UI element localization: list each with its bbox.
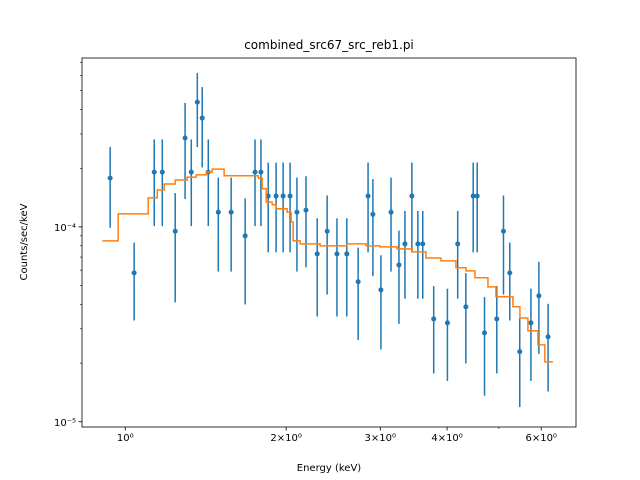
data-point bbox=[455, 241, 461, 247]
data-point bbox=[334, 251, 340, 257]
y-axis-label: Counts/sec/keV bbox=[19, 203, 30, 280]
data-point bbox=[370, 211, 376, 217]
data-point bbox=[294, 209, 300, 215]
data-point bbox=[280, 193, 286, 199]
x-tick-label: 3×10⁰ bbox=[365, 433, 396, 444]
data-point bbox=[159, 169, 165, 175]
data-point bbox=[415, 241, 421, 247]
y-tick-label: 10⁻⁴ bbox=[54, 223, 76, 234]
data-point bbox=[378, 287, 384, 293]
data-point bbox=[242, 233, 248, 239]
data-point bbox=[355, 279, 361, 285]
data-point bbox=[273, 193, 279, 199]
data-point bbox=[402, 241, 408, 247]
data-point bbox=[287, 193, 293, 199]
data-point bbox=[388, 209, 394, 215]
model-line bbox=[102, 168, 553, 363]
data-point bbox=[420, 241, 426, 247]
data-point bbox=[194, 99, 200, 105]
axes-frame bbox=[81, 57, 577, 428]
data-point bbox=[324, 228, 330, 234]
data-point bbox=[517, 349, 523, 355]
data-point bbox=[536, 293, 542, 299]
data-point bbox=[500, 228, 506, 234]
x-axis-label: Energy (keV) bbox=[297, 463, 362, 474]
data-point bbox=[365, 193, 371, 199]
data-point bbox=[252, 169, 258, 175]
data-point bbox=[303, 207, 309, 213]
data-point bbox=[107, 175, 113, 181]
data-point bbox=[258, 169, 264, 175]
data-point bbox=[182, 135, 188, 141]
data-point bbox=[172, 228, 178, 234]
x-tick-label: 4×10⁰ bbox=[431, 433, 462, 444]
x-tick-label: 6×10⁰ bbox=[525, 433, 556, 444]
data-point bbox=[228, 209, 234, 215]
data-point bbox=[265, 193, 271, 199]
data-point bbox=[507, 270, 513, 276]
data-point bbox=[470, 193, 476, 199]
data-point bbox=[199, 115, 205, 121]
data-point bbox=[344, 251, 350, 257]
plot-area bbox=[102, 72, 553, 408]
data-point bbox=[215, 209, 221, 215]
data-point bbox=[494, 316, 500, 322]
data-point bbox=[131, 270, 137, 276]
data-point bbox=[474, 193, 480, 199]
data-point bbox=[528, 320, 534, 326]
data-point bbox=[463, 304, 469, 310]
data-point bbox=[431, 316, 437, 322]
data-point bbox=[444, 320, 450, 326]
data-point bbox=[151, 169, 157, 175]
data-point bbox=[314, 251, 320, 257]
y-tick-label: 10⁻⁵ bbox=[54, 418, 76, 429]
data-point bbox=[545, 334, 551, 340]
data-point bbox=[482, 330, 488, 336]
chart-title: combined_src67_src_reb1.pi bbox=[244, 38, 414, 52]
x-tick-label: 10⁰ bbox=[117, 433, 134, 444]
data-point bbox=[409, 193, 415, 199]
data-point bbox=[396, 262, 402, 268]
data-point bbox=[188, 169, 194, 175]
x-tick-label: 2×10⁰ bbox=[270, 433, 301, 444]
